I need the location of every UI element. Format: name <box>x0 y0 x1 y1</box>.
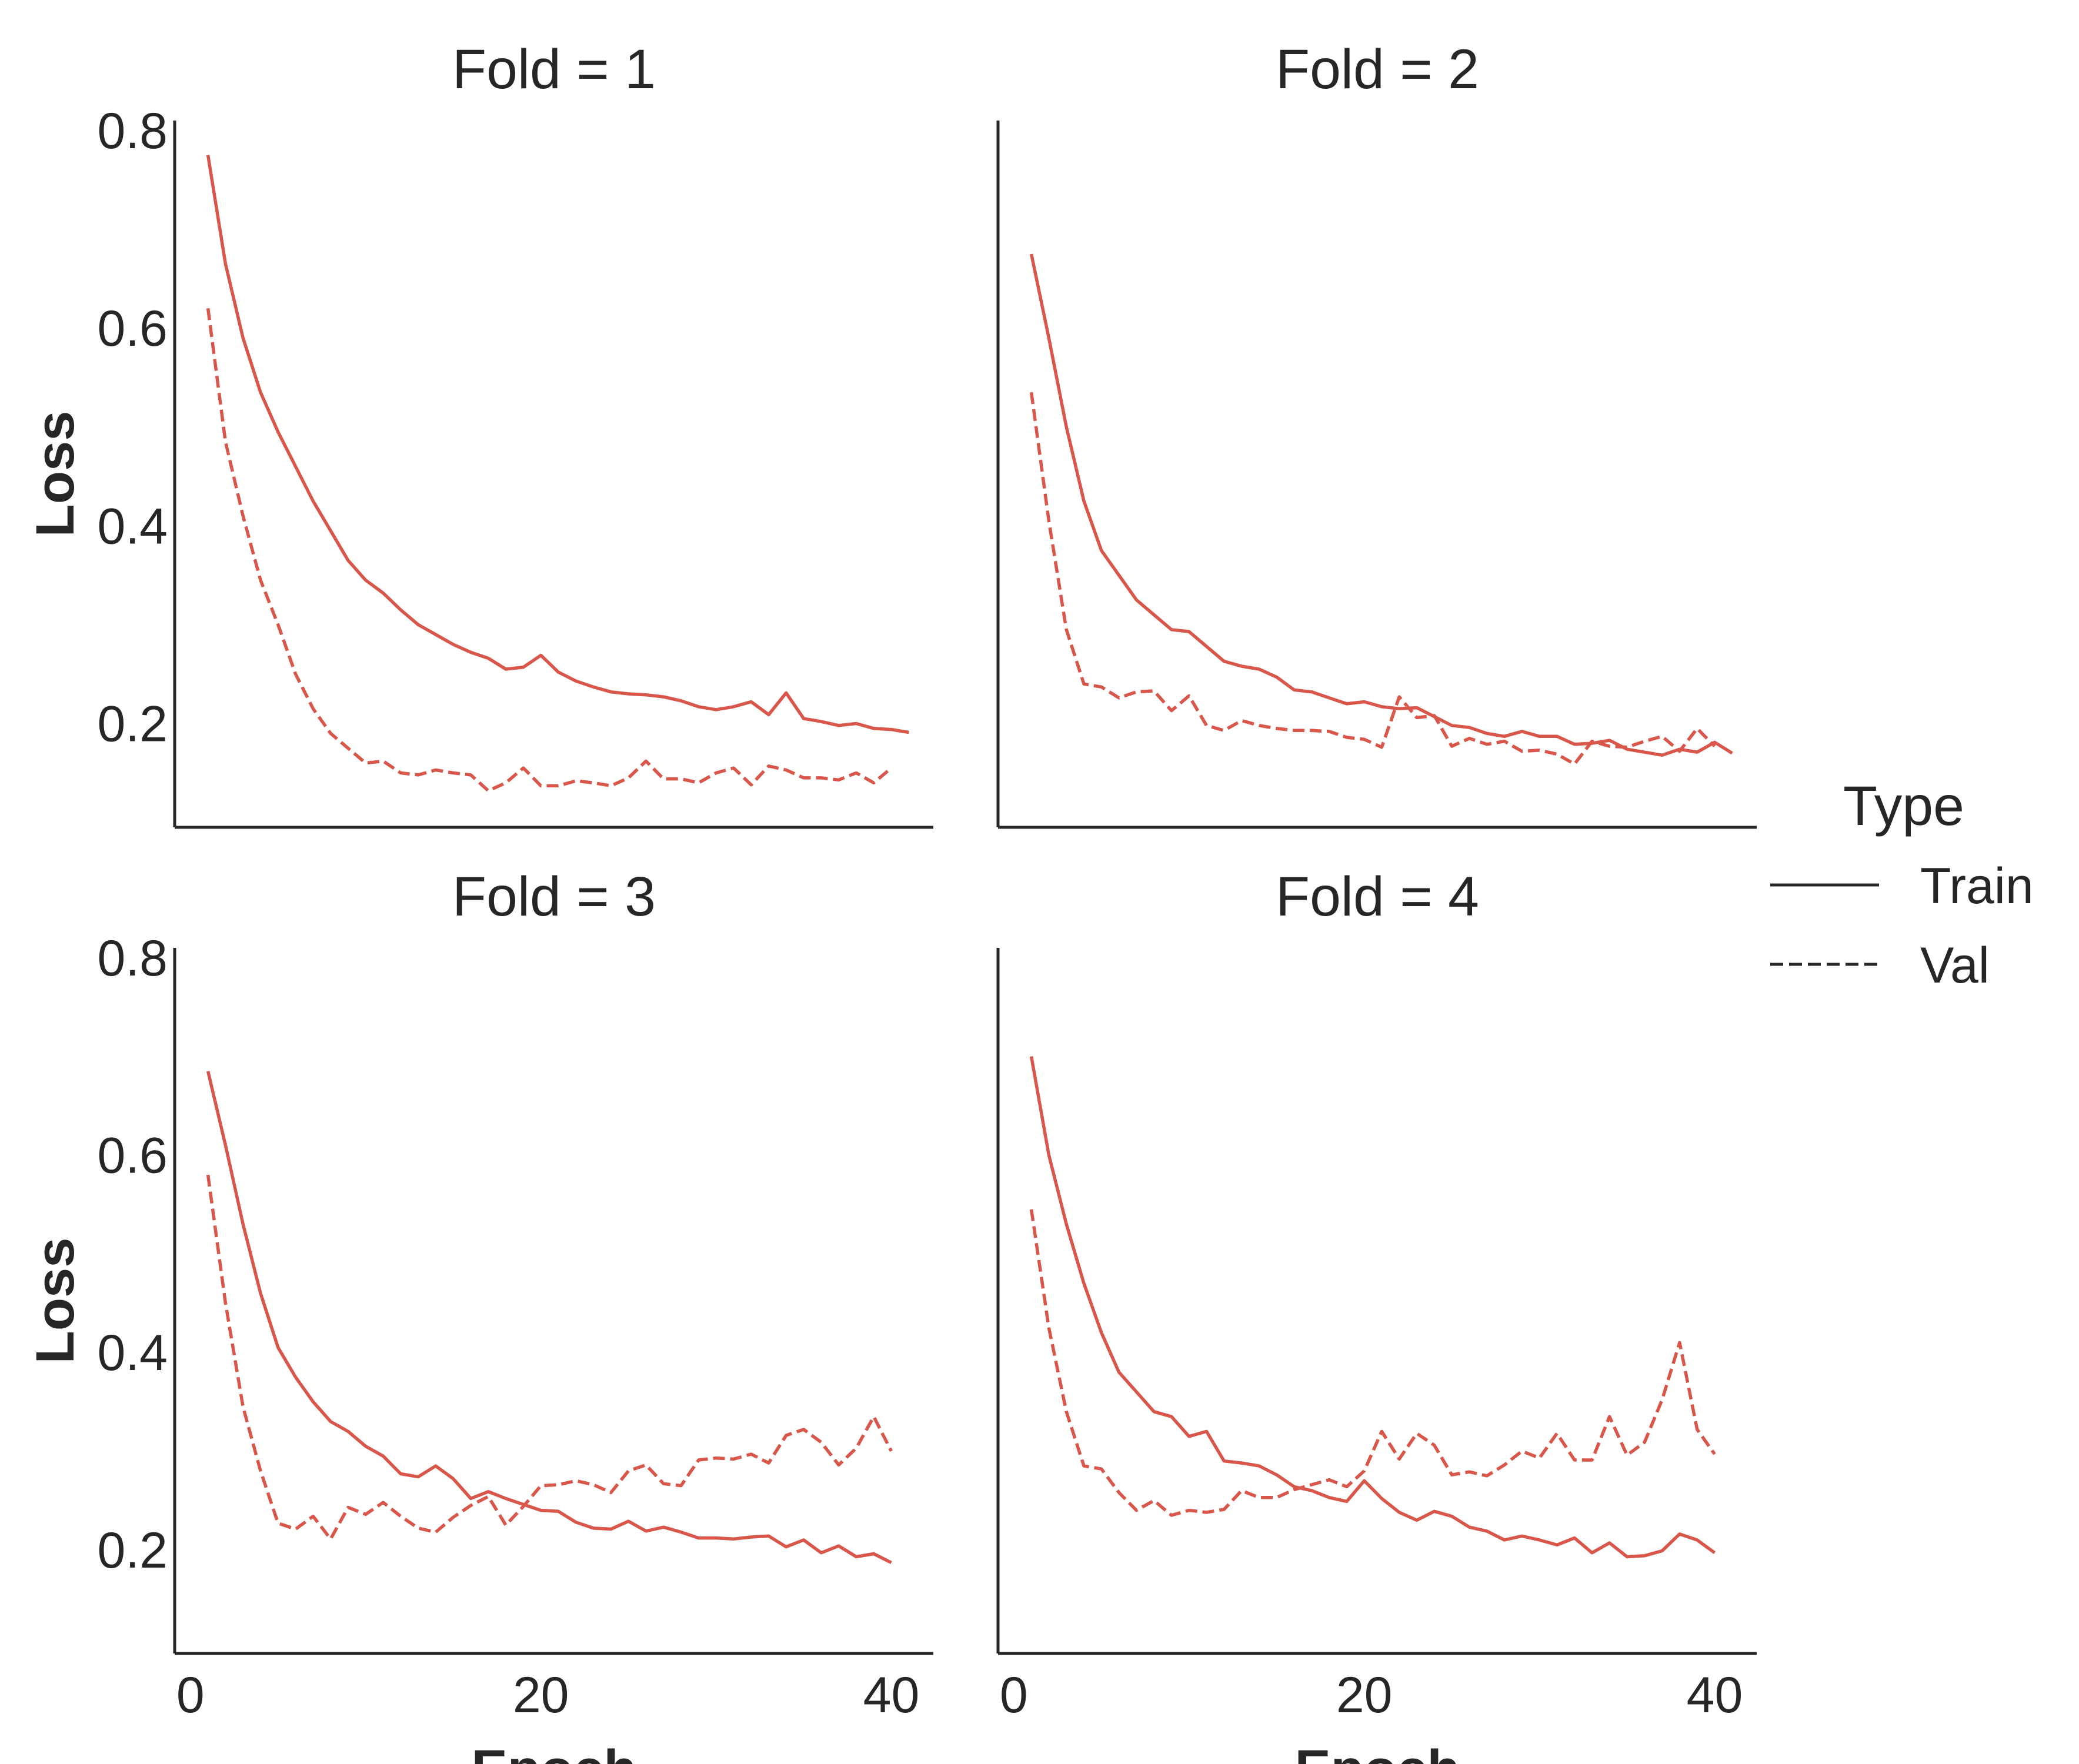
y-tick-label: 0.4 <box>97 1325 168 1381</box>
y-tick-label: 0.2 <box>97 696 168 752</box>
legend-val-label: Val <box>1920 937 1990 994</box>
panel-fold-4: Fold = 4 0 20 40 Epoch <box>996 866 1757 1764</box>
series-line-val <box>206 308 893 793</box>
x-axis-label: Epoch <box>1294 1739 1460 1764</box>
series-line-val <box>1029 392 1716 766</box>
series-line-train <box>206 1071 892 1565</box>
panel-fold-3: Fold = 3 0.2 0.4 0.6 0.8 Loss 0 20 40 Epoch <box>25 866 933 1764</box>
panel-fold-1: Fold = 1 0.2 0.4 0.6 0.8 Loss <box>25 38 933 829</box>
x-tick-label: 0 <box>176 1667 205 1723</box>
panel-title: Fold = 1 <box>452 38 656 101</box>
legend-train-label: Train <box>1920 858 2034 914</box>
panel-title: Fold = 3 <box>452 866 656 928</box>
series-line-train <box>1029 253 1733 757</box>
y-axis-label: Loss <box>25 1238 85 1364</box>
panel-title: Fold = 2 <box>1276 38 1479 101</box>
y-tick-label: 0.4 <box>97 498 168 554</box>
x-tick-label: 40 <box>1687 1667 1743 1723</box>
y-tick-label: 0.8 <box>97 103 168 159</box>
y-axis-label: Loss <box>25 411 85 537</box>
x-tick-label: 40 <box>863 1667 920 1723</box>
y-tick-label: 0.8 <box>97 930 168 987</box>
legend-title: Type <box>1843 775 1964 837</box>
x-axis-label: Epoch <box>471 1739 636 1764</box>
x-tick-label: 20 <box>513 1667 569 1723</box>
y-tick-label: 0.6 <box>97 300 168 357</box>
y-tick-label: 0.6 <box>97 1127 168 1184</box>
x-tick-label: 0 <box>1000 1667 1028 1723</box>
legend: Type Train Val <box>1770 775 2034 994</box>
series-line-train <box>1029 1056 1716 1559</box>
x-tick-label: 20 <box>1336 1667 1393 1723</box>
y-tick-label: 0.2 <box>97 1522 168 1579</box>
series-line-val <box>1029 1209 1716 1517</box>
panels-layer: Fold = 1 0.2 0.4 0.6 0.8 Loss Fold = 2 Fold = 3… <box>25 38 1757 1764</box>
panel-fold-2: Fold = 2 <box>996 38 1757 829</box>
series-line-train <box>206 155 909 734</box>
panel-title: Fold = 4 <box>1276 866 1479 928</box>
series-line-val <box>206 1174 893 1541</box>
